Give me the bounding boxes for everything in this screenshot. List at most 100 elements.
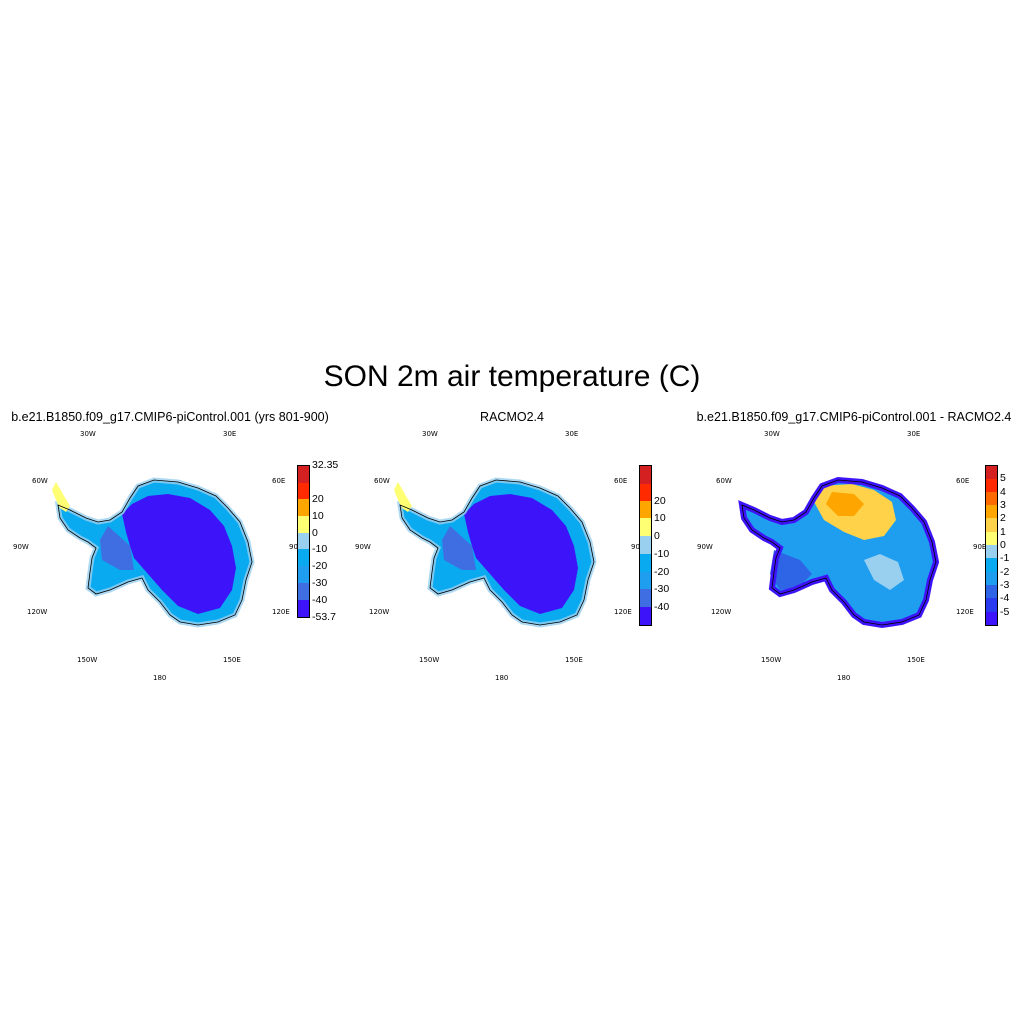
coord-label-bottom-left: 150W bbox=[761, 656, 782, 664]
coord-label-bottom-left: 150W bbox=[77, 656, 98, 664]
colorbar-label: -30 bbox=[654, 583, 670, 596]
coord-label-bottom-right: 150E bbox=[223, 656, 241, 664]
coord-label-mid-right-upper: 60E bbox=[956, 477, 970, 485]
colorbar-segment bbox=[639, 553, 652, 572]
colorbar-label: -53.7 bbox=[312, 611, 336, 623]
coastline bbox=[57, 479, 253, 626]
colorbar-label: -1 bbox=[1000, 552, 1010, 565]
coord-label-bottom-right: 150E bbox=[565, 656, 583, 664]
colorbar-segment bbox=[985, 545, 998, 559]
panel-title: b.e21.B1850.f09_g17.CMIP6-piControl.001 … bbox=[696, 410, 1012, 424]
colorbar-segment bbox=[297, 566, 310, 584]
colorbar-label: 4 bbox=[1000, 485, 1006, 498]
coord-label-right: 90E bbox=[631, 543, 645, 551]
colorbar-segment bbox=[297, 465, 310, 483]
coord-label-right: 90E bbox=[289, 543, 303, 551]
panel-title: RACMO2.4 bbox=[480, 410, 544, 424]
colorbar-segment bbox=[639, 465, 652, 484]
east-antarctica-plateau bbox=[122, 494, 236, 614]
west-antarctica-region bbox=[442, 526, 476, 570]
colorbar-segment bbox=[297, 481, 310, 499]
coord-label-bottom: 180 bbox=[153, 674, 167, 682]
colorbar-label: 32.35 bbox=[312, 459, 339, 471]
coord-label-top-right: 30E bbox=[223, 430, 237, 438]
colorbar-label: -3 bbox=[1000, 579, 1010, 591]
colorbar-segment bbox=[985, 518, 998, 532]
colorbar: -53.7 -40 -30 -20 -10 0 10 20 32.35 bbox=[297, 459, 338, 665]
colorbar-segment bbox=[985, 571, 998, 585]
coord-label-top-left: 30W bbox=[764, 430, 780, 438]
colorbar-label: 1 bbox=[1000, 525, 1006, 538]
colorbar-label: 20 bbox=[312, 492, 324, 505]
coord-label-mid-right-lower: 120E bbox=[272, 608, 290, 616]
colorbar-segment bbox=[985, 585, 998, 599]
colorbar-segment bbox=[297, 549, 310, 567]
colorbar-segment bbox=[985, 505, 998, 519]
coastline bbox=[399, 479, 595, 626]
colorbar-label: 2 bbox=[1000, 512, 1006, 525]
cold-anomaly-region bbox=[770, 550, 812, 590]
colorbar-label: 0 bbox=[312, 526, 318, 539]
colorbar-label: 5 bbox=[1000, 472, 1006, 485]
colorbar-segment bbox=[297, 583, 310, 601]
colorbar-label: -10 bbox=[312, 543, 328, 556]
coord-label-mid-right-lower: 120E bbox=[956, 608, 974, 616]
colorbar-segment bbox=[985, 598, 998, 612]
colorbar-segment bbox=[639, 571, 652, 590]
antarctica-map bbox=[738, 476, 940, 629]
colorbar-segment bbox=[985, 465, 998, 480]
colorbar-label: -40 bbox=[654, 601, 670, 614]
east-antarctica-plateau bbox=[464, 494, 578, 614]
coord-label-mid-left-lower: 120W bbox=[369, 608, 390, 616]
coord-label-mid-left-upper: 60W bbox=[374, 477, 390, 485]
colorbar-segment bbox=[297, 515, 310, 533]
coord-label-bottom: 180 bbox=[837, 674, 851, 682]
colorbar-label: -2 bbox=[1000, 565, 1010, 578]
colorbar-label: 3 bbox=[1000, 499, 1006, 511]
map-panel-model: b.e21.B1850.f09_g17.CMIP6-piControl.001 … bbox=[0, 400, 340, 700]
colorbar-label: 0 bbox=[1000, 539, 1006, 551]
coord-label-mid-right-upper: 60E bbox=[614, 477, 628, 485]
colorbar-segment bbox=[639, 536, 652, 554]
hot-anomaly-core bbox=[826, 492, 864, 516]
coord-label-bottom-right: 150E bbox=[907, 656, 925, 664]
colorbar-segment bbox=[639, 500, 652, 519]
colorbar-segment bbox=[985, 558, 998, 572]
coord-label-left: 90W bbox=[355, 543, 371, 551]
coord-label-top-right: 30E bbox=[907, 430, 921, 438]
map-panel-difference: b.e21.B1850.f09_g17.CMIP6-piControl.001 … bbox=[684, 400, 1024, 700]
coord-label-mid-left-upper: 60W bbox=[32, 477, 48, 485]
peninsula bbox=[52, 482, 70, 512]
colorbar-segment bbox=[297, 532, 310, 550]
colorbar-label: -4 bbox=[1000, 592, 1010, 605]
colorbar-segment bbox=[639, 607, 652, 626]
colorbar-label: -20 bbox=[312, 560, 328, 573]
coord-label-bottom-left: 150W bbox=[419, 656, 440, 664]
colorbar-label: -30 bbox=[312, 577, 328, 590]
coord-label-top-left: 30W bbox=[80, 430, 96, 438]
peninsula bbox=[394, 482, 412, 512]
colorbar-label: 0 bbox=[654, 530, 660, 543]
colorbar-segment bbox=[985, 478, 998, 492]
antarctica-map bbox=[52, 477, 255, 628]
colorbar-label: -5 bbox=[1000, 605, 1010, 618]
colorbar: -40 -30 -20 -10 0 10 20 bbox=[639, 465, 679, 665]
coord-label-mid-left-lower: 120W bbox=[711, 608, 732, 616]
near-zero-region bbox=[864, 554, 904, 590]
colorbar: -5 -4 -3 -2 -1 0 1 2 3 4 5 bbox=[985, 465, 1024, 665]
colorbar-segment bbox=[639, 518, 652, 537]
coord-label-top-left: 30W bbox=[422, 430, 438, 438]
colorbar-segment bbox=[985, 531, 998, 545]
figure-title: SON 2m air temperature (C) bbox=[323, 360, 701, 393]
coastline bbox=[741, 479, 937, 626]
colorbar-label: -20 bbox=[654, 565, 670, 578]
colorbar-label: 10 bbox=[654, 512, 666, 525]
coord-label-mid-left-upper: 60W bbox=[716, 477, 732, 485]
coord-label-right: 90E bbox=[973, 543, 987, 551]
coord-label-mid-left-lower: 120W bbox=[27, 608, 48, 616]
colorbar-segment bbox=[985, 491, 998, 505]
colorbar-segment bbox=[639, 589, 652, 608]
colorbar-label: 20 bbox=[654, 494, 666, 507]
colorbar-segment bbox=[985, 611, 998, 626]
colorbar-label: -40 bbox=[312, 594, 328, 607]
